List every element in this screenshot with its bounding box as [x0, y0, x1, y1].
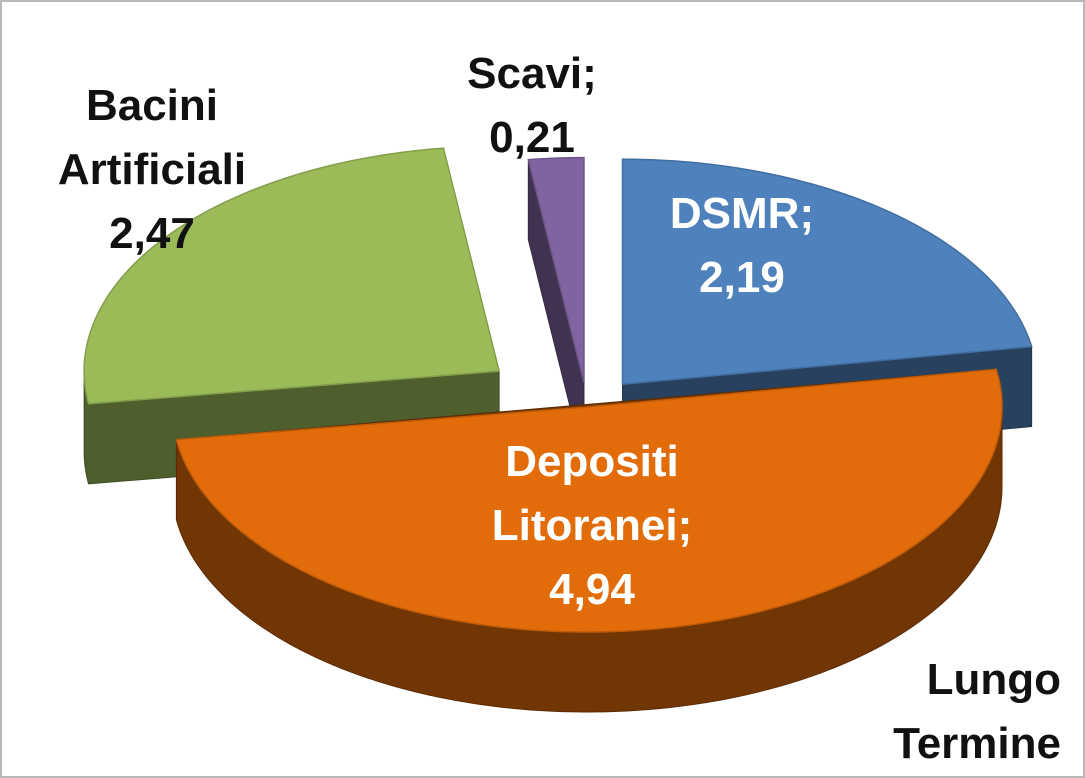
value-label: 2,19 — [699, 253, 785, 302]
slice-label: Bacini Artificiali — [57, 81, 247, 194]
slice — [527, 156, 585, 383]
annotation: Lungo Termine — [893, 655, 1061, 768]
slice — [175, 368, 1003, 633]
slice-label: Depositi Litoranei; — [491, 437, 693, 550]
value-label: 2,47 — [109, 209, 195, 258]
value-label: 0,21 — [489, 113, 575, 162]
slice — [83, 147, 501, 405]
value-label: 4,94 — [549, 565, 635, 614]
slice-label: DSMR; — [669, 189, 815, 238]
slice — [621, 158, 1033, 386]
slice-label: Scavi; — [467, 49, 597, 98]
